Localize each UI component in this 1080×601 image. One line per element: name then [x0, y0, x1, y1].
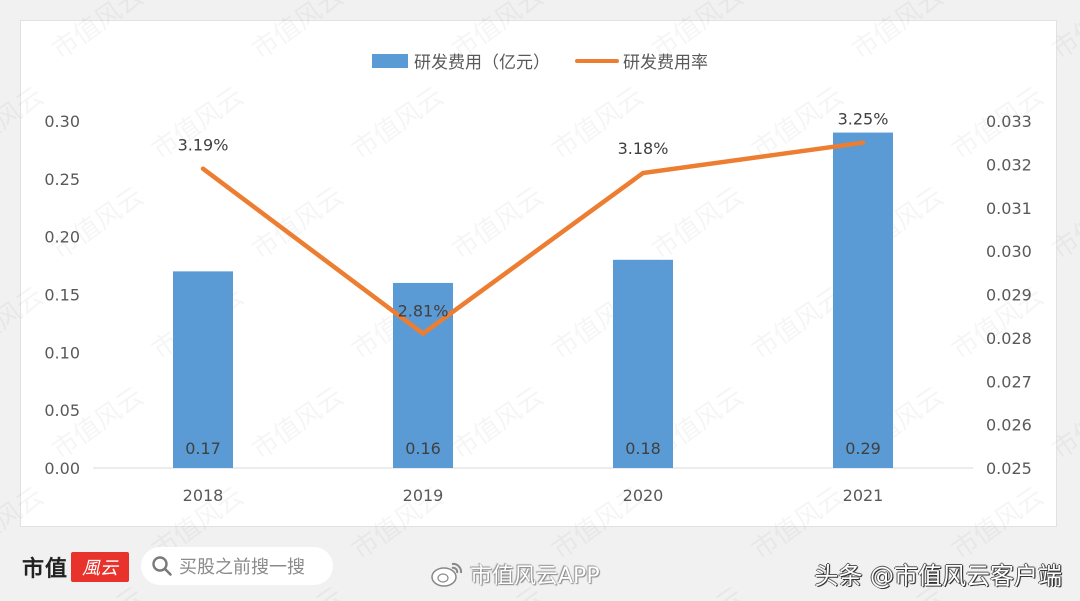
x-axis-tick: 2021	[843, 486, 884, 505]
watermark-text: 市值风云	[47, 0, 149, 66]
right-axis-tick: 0.033	[986, 112, 1032, 131]
search-box[interactable]: 买股之前搜一搜	[141, 547, 333, 585]
x-axis-tick: 2019	[403, 486, 444, 505]
brand-name: 市值	[22, 556, 69, 582]
bar-value-label: 0.16	[405, 439, 441, 458]
bar-value-label: 0.29	[845, 439, 881, 458]
left-axis-tick: 0.15	[44, 286, 80, 305]
watermark-text: 市值风云	[0, 81, 49, 165]
toutiao-handle: 头条 @市值风云客户端	[814, 562, 1062, 590]
weibo-handle: 市值风云APP	[470, 564, 600, 589]
right-axis-tick: 0.031	[986, 199, 1032, 218]
left-axis-tick: 0.05	[44, 401, 80, 420]
search-placeholder: 买股之前搜一搜	[179, 557, 305, 578]
weibo-icon	[431, 562, 463, 587]
legend-bar-swatch	[372, 54, 408, 68]
legend-line-label: 研发费用率	[623, 53, 708, 73]
left-axis-tick: 0.00	[44, 459, 80, 478]
legend-bar-label: 研发费用（亿元）	[414, 53, 550, 73]
left-axis-tick: 0.10	[44, 343, 80, 362]
weibo-watermark: 市值风云APP	[430, 558, 600, 590]
right-axis-tick: 0.032	[986, 155, 1032, 174]
line-value-label: 3.18%	[618, 139, 669, 158]
left-axis-tick: 0.20	[44, 228, 80, 247]
right-axis-tick: 0.030	[986, 242, 1032, 261]
watermark-text: 市值风云	[647, 181, 749, 265]
search-icon	[152, 556, 172, 576]
bar-2021	[833, 132, 893, 469]
right-axis-tick: 0.028	[986, 329, 1032, 348]
bar-value-label: 0.18	[625, 439, 661, 458]
watermark-text: 市值风云	[247, 181, 349, 265]
right-axis-tick: 0.027	[986, 372, 1032, 391]
watermark-text: 市值风云	[47, 181, 149, 265]
bar-2020	[613, 259, 673, 468]
watermark-text: 市值风云	[1047, 381, 1080, 465]
watermark-text: 市值风云	[447, 381, 549, 465]
watermark-text: 市值风云	[847, 0, 949, 66]
bar-2019	[393, 282, 453, 468]
left-axis-tick: 0.25	[44, 170, 80, 189]
x-axis-labels: 2018 2019 2020 2021	[183, 486, 884, 505]
right-axis-tick: 0.029	[986, 286, 1032, 305]
watermark-text: 市值风云	[247, 381, 349, 465]
bar-value-label: 0.17	[185, 439, 221, 458]
right-axis-tick: 0.026	[986, 416, 1032, 435]
rate-line	[200, 140, 866, 337]
line-value-label: 3.25%	[838, 110, 889, 129]
watermark-text: 市值风云	[1047, 181, 1080, 265]
chart-legend: 研发费用（亿元） 研发费用率	[372, 53, 708, 73]
left-axis-tick: 0.30	[44, 112, 80, 131]
right-axis-tick: 0.025	[986, 459, 1032, 478]
brand-badge: 風云	[71, 552, 130, 582]
watermark-text: 市值风云	[247, 0, 349, 66]
watermark-text: 市值风云	[0, 281, 49, 365]
bar-2018	[173, 271, 233, 468]
x-axis-tick: 2020	[623, 486, 664, 505]
brand-logo: 市值 風云	[22, 551, 130, 583]
watermark-text: 市值风云	[47, 381, 149, 465]
watermark-text: 市值风云	[347, 81, 449, 165]
bar-series: 0.17 0.16 0.18 0.29	[173, 132, 893, 469]
x-axis-tick: 2018	[183, 486, 224, 505]
line-value-label: 3.19%	[178, 136, 229, 155]
left-y-axis: 0.00 0.05 0.10 0.15 0.20 0.25 0.30	[44, 112, 80, 478]
line-value-label: 2.81%	[398, 302, 449, 321]
line-series: 3.19% 2.81% 3.18% 3.25%	[178, 110, 889, 337]
right-y-axis: 0.025 0.026 0.027 0.028 0.029 0.030 0.031 0.032…	[986, 112, 1032, 478]
watermark-text: 市值风云	[1047, 0, 1080, 66]
